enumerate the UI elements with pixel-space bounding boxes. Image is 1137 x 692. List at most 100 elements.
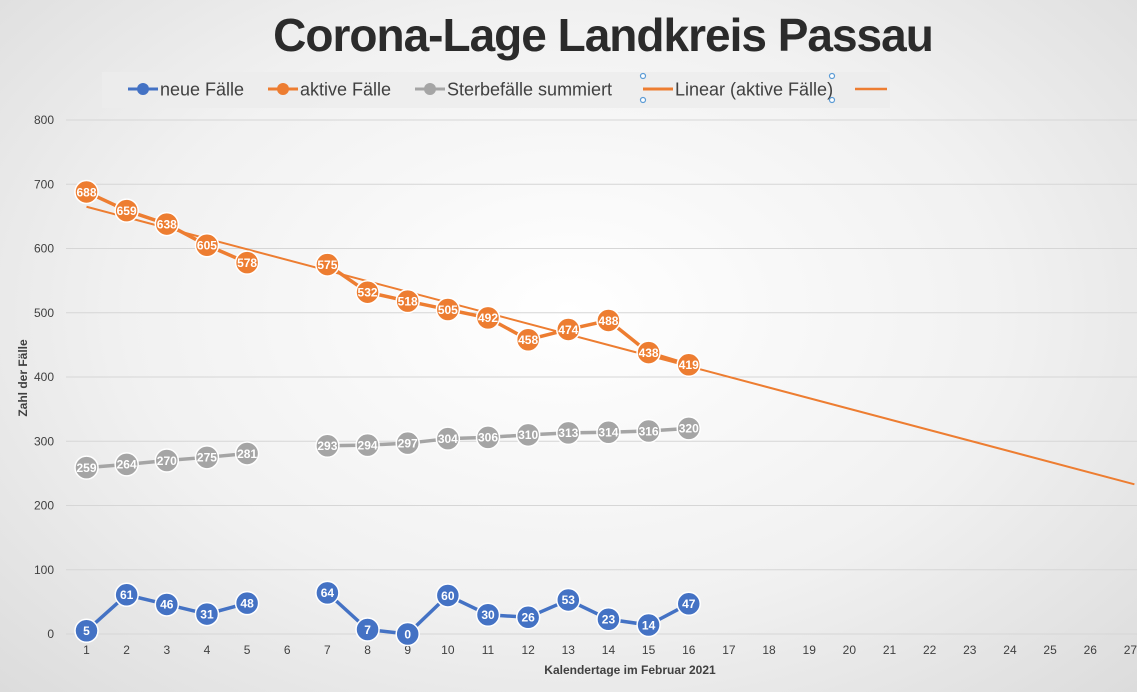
y-tick-label: 800	[34, 113, 54, 127]
x-tick-label: 7	[324, 643, 331, 657]
x-tick-label: 3	[163, 643, 170, 657]
x-tick-label: 18	[762, 643, 776, 657]
data-label: 275	[197, 451, 217, 465]
data-point	[114, 582, 139, 608]
data-label: 419	[679, 358, 699, 372]
data-label: 304	[438, 432, 458, 446]
data-point	[154, 592, 180, 617]
data-label: 313	[558, 426, 578, 440]
data-label: 264	[117, 458, 137, 472]
legend-label: aktive Fälle	[300, 80, 391, 100]
chart-legend[interactable]: neue Fälle aktive Fälle Sterbefälle summie…	[102, 72, 890, 108]
data-label: 638	[157, 217, 177, 231]
data-label: 605	[197, 239, 217, 253]
data-label: 505	[438, 303, 458, 317]
gridlines	[66, 119, 1137, 635]
x-tick-label: 17	[722, 643, 736, 657]
data-point	[596, 420, 621, 445]
data-point	[74, 179, 99, 205]
legend-label: Sterbefälle summiert	[447, 80, 612, 100]
x-tick-label: 27	[1124, 643, 1137, 657]
data-label: 7	[364, 623, 371, 637]
x-tick-label: 21	[883, 643, 897, 657]
selection-handle[interactable]	[828, 96, 836, 104]
x-tick-label: 26	[1084, 643, 1098, 657]
legend-label: neue Fälle	[160, 80, 244, 100]
data-label: 518	[398, 294, 418, 308]
data-label: 259	[76, 461, 96, 475]
data-label: 46	[160, 598, 174, 612]
data-label: 310	[518, 428, 538, 442]
series-0: 5 61 46 31 48 64 7 0 60 30 26 53 23 14 47	[74, 580, 701, 647]
x-tick-label: 15	[642, 643, 656, 657]
x-tick-label: 13	[562, 643, 576, 657]
data-label: 316	[639, 424, 659, 438]
x-tick-label: 4	[204, 643, 211, 657]
data-point	[74, 455, 99, 480]
x-tick-label: 12	[521, 643, 535, 657]
data-point	[636, 340, 661, 365]
data-point	[234, 441, 260, 466]
data-label: 578	[237, 256, 257, 270]
data-label: 31	[200, 607, 214, 621]
data-label: 47	[682, 597, 696, 611]
data-point	[596, 308, 621, 333]
data-point	[315, 433, 340, 458]
data-label: 30	[481, 608, 495, 622]
data-label: 26	[521, 611, 535, 625]
data-point	[395, 621, 420, 647]
data-point	[636, 418, 661, 444]
legend-swatch-marker	[137, 83, 149, 95]
y-tick-label: 500	[34, 306, 54, 320]
y-tick-label: 100	[34, 563, 54, 577]
x-tick-label: 22	[923, 643, 937, 657]
data-point	[515, 422, 541, 448]
x-axis-title: Kalendertage im Februar 2021	[544, 663, 716, 677]
data-label: 492	[478, 311, 498, 325]
data-point	[194, 601, 220, 627]
data-point	[556, 420, 581, 446]
data-point	[74, 618, 99, 644]
x-tick-label: 19	[803, 643, 817, 657]
x-tick-label: 20	[843, 643, 857, 657]
data-label: 14	[642, 618, 656, 632]
series-line	[326, 263, 690, 367]
data-point	[395, 288, 420, 314]
x-tick-label: 10	[441, 643, 455, 657]
data-point	[194, 233, 220, 258]
data-label: 688	[76, 185, 96, 199]
x-tick-label: 25	[1043, 643, 1057, 657]
data-point	[435, 426, 461, 451]
data-label: 575	[317, 258, 337, 272]
x-tick-label: 14	[602, 643, 616, 657]
data-point	[114, 198, 139, 223]
selection-handle[interactable]	[639, 96, 647, 104]
data-point	[556, 587, 581, 613]
data-point	[515, 605, 541, 630]
legend-label: Linear (aktive Fälle)	[675, 80, 833, 100]
data-point	[475, 305, 501, 331]
data-label: 53	[562, 593, 576, 607]
x-tick-label: 2	[123, 643, 130, 657]
data-point	[355, 279, 380, 305]
legend-swatch-marker	[277, 83, 289, 95]
x-axis-ticks: 1 2 3 4 5 6 7 8 9 10 11 12 13 14 15 16 17 18 19 20 21 22 23 24 2…	[83, 643, 1137, 657]
selection-handle[interactable]	[639, 72, 647, 80]
data-label: 297	[398, 436, 418, 450]
data-point	[676, 352, 701, 378]
data-label: 474	[558, 323, 578, 337]
x-tick-label: 16	[682, 643, 696, 657]
data-point	[435, 583, 461, 608]
data-point	[315, 252, 340, 277]
data-label: 458	[518, 333, 538, 347]
data-label: 488	[598, 314, 618, 328]
data-label: 61	[120, 588, 134, 602]
data-point	[355, 617, 380, 642]
x-tick-label: 8	[364, 643, 371, 657]
x-tick-label: 9	[404, 643, 411, 657]
data-point	[355, 432, 380, 458]
selection-handle[interactable]	[828, 72, 836, 80]
y-axis-title: Zahl der Fälle	[16, 339, 30, 417]
